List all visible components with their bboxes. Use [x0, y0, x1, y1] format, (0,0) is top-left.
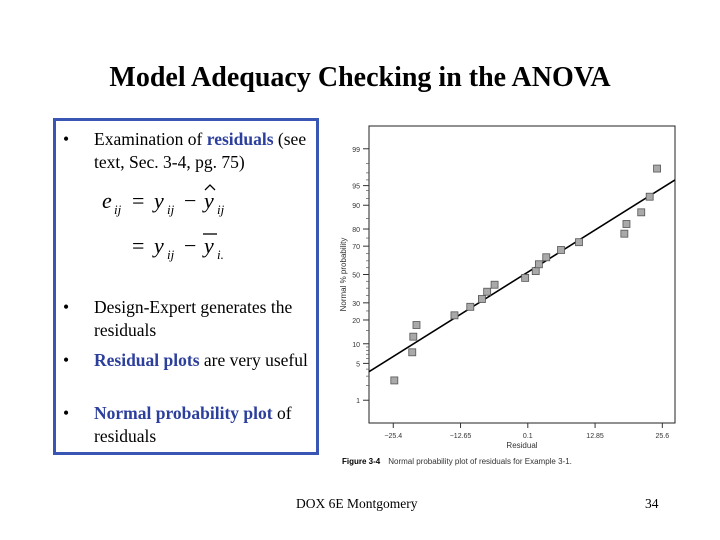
- bullet-text: Normal probability plot of residuals: [94, 402, 320, 448]
- figure-caption: Figure 3-4 Normal probability plot of res…: [342, 457, 572, 466]
- bullet-text: Examination of residuals (see text, Sec.…: [94, 128, 320, 174]
- eq-e: e: [102, 188, 112, 213]
- figure-caption-text: Normal probability plot of residuals for…: [388, 457, 572, 466]
- data-point: [409, 332, 418, 341]
- data-point: [412, 321, 421, 329]
- bullet-text-plain: are very useful: [199, 350, 308, 370]
- y-axis-label: Normal % probability: [339, 238, 348, 312]
- data-point: [531, 267, 540, 276]
- bullet-highlight: residuals: [206, 129, 274, 149]
- x-tick-label: 25.6: [656, 433, 670, 440]
- eq-sub: ij: [114, 202, 122, 217]
- y-tick-label: 5: [356, 361, 360, 368]
- y-tick-label: 80: [352, 227, 360, 234]
- eq-equals: =: [132, 188, 144, 213]
- y-tick-label: 10: [352, 342, 360, 349]
- bullet-text-plain: (see text, Sec. 3-4, pg. 75): [94, 129, 307, 172]
- data-point: [408, 348, 417, 357]
- eq-sub: ij: [217, 202, 225, 217]
- eq-minus: −: [184, 188, 196, 213]
- bullet-text-plain: of residuals: [94, 403, 292, 446]
- data-point: [521, 273, 530, 282]
- footer-text: DOX 6E Montgomery: [296, 496, 418, 511]
- data-point: [466, 302, 475, 311]
- data-point: [620, 229, 629, 238]
- x-tick-label: −12.65: [450, 433, 472, 440]
- bullet-highlight: Normal probability plot: [94, 403, 273, 423]
- bullet-text: Design-Expert generates the residuals: [94, 296, 320, 342]
- eq-hat: [204, 184, 216, 191]
- data-point: [557, 246, 565, 254]
- data-point: [653, 164, 661, 173]
- y-tick-label: 95: [352, 184, 360, 191]
- page-number: 34: [645, 496, 659, 511]
- bullet-symbol: •: [63, 297, 70, 317]
- bullet-symbol: •: [63, 403, 70, 423]
- y-tick-label: 30: [352, 301, 360, 308]
- eq-ybar: y: [202, 233, 214, 258]
- data-point: [645, 192, 654, 201]
- bullet-symbol: •: [63, 129, 70, 149]
- y-axis: 1 5 10 20 30 50 70 80 90 95 99: [352, 147, 369, 405]
- bullet-highlight: Residual plots: [94, 350, 200, 370]
- eq-sub: ij: [167, 247, 175, 262]
- data-point: [490, 280, 499, 289]
- x-axis: −25.4 −12.65 0.1 12.85 25.6: [384, 423, 669, 440]
- data-point: [450, 311, 459, 320]
- data-points: [390, 164, 661, 385]
- figure-caption-label: Figure 3-4: [342, 457, 381, 466]
- eq-sub: ij: [167, 202, 175, 217]
- data-point: [483, 287, 492, 296]
- y-tick-label: 1: [356, 398, 360, 405]
- x-tick-label: −25.4: [384, 433, 402, 440]
- x-axis-label: Residual: [506, 441, 537, 450]
- data-point: [637, 208, 646, 217]
- bullet-symbol: •: [63, 350, 70, 370]
- bullet-text-box: • Examination of residuals (see text, Se…: [53, 118, 319, 455]
- data-point: [575, 238, 583, 247]
- data-point: [542, 253, 551, 262]
- normal-probability-plot: 1 5 10 20 30 50 70 80 90 95 99 −25.4 −12.65 0.1 12.85…: [334, 118, 680, 474]
- y-tick-label: 20: [352, 318, 360, 325]
- slide-title: Model Adequacy Checking in the ANOVA: [109, 62, 611, 93]
- figure-background: [334, 118, 680, 474]
- eq-y: y: [152, 188, 164, 213]
- data-point: [478, 295, 486, 303]
- x-tick-label: 12.85: [586, 433, 604, 440]
- data-point: [534, 260, 543, 269]
- bullet-text-plain: Examination of: [94, 129, 207, 149]
- y-tick-label: 90: [352, 203, 360, 210]
- y-tick-label: 99: [352, 147, 360, 154]
- eq-y: y: [152, 233, 164, 258]
- data-point: [390, 376, 399, 385]
- eq-equals: =: [132, 233, 144, 258]
- y-tick-label: 50: [352, 273, 360, 280]
- x-tick-label: 0.1: [523, 433, 533, 440]
- residual-equation: e ij = y ij − y ij = y ij − y i.: [102, 184, 225, 262]
- eq-minus: −: [184, 233, 196, 258]
- bullet-text-plain: Design-Expert generates the residuals: [94, 297, 293, 340]
- bullet-text: Residual plots are very useful: [94, 349, 320, 372]
- eq-yhat: y: [202, 188, 214, 213]
- data-point: [622, 220, 631, 228]
- eq-sub: i.: [217, 247, 224, 262]
- y-tick-label: 70: [352, 244, 360, 251]
